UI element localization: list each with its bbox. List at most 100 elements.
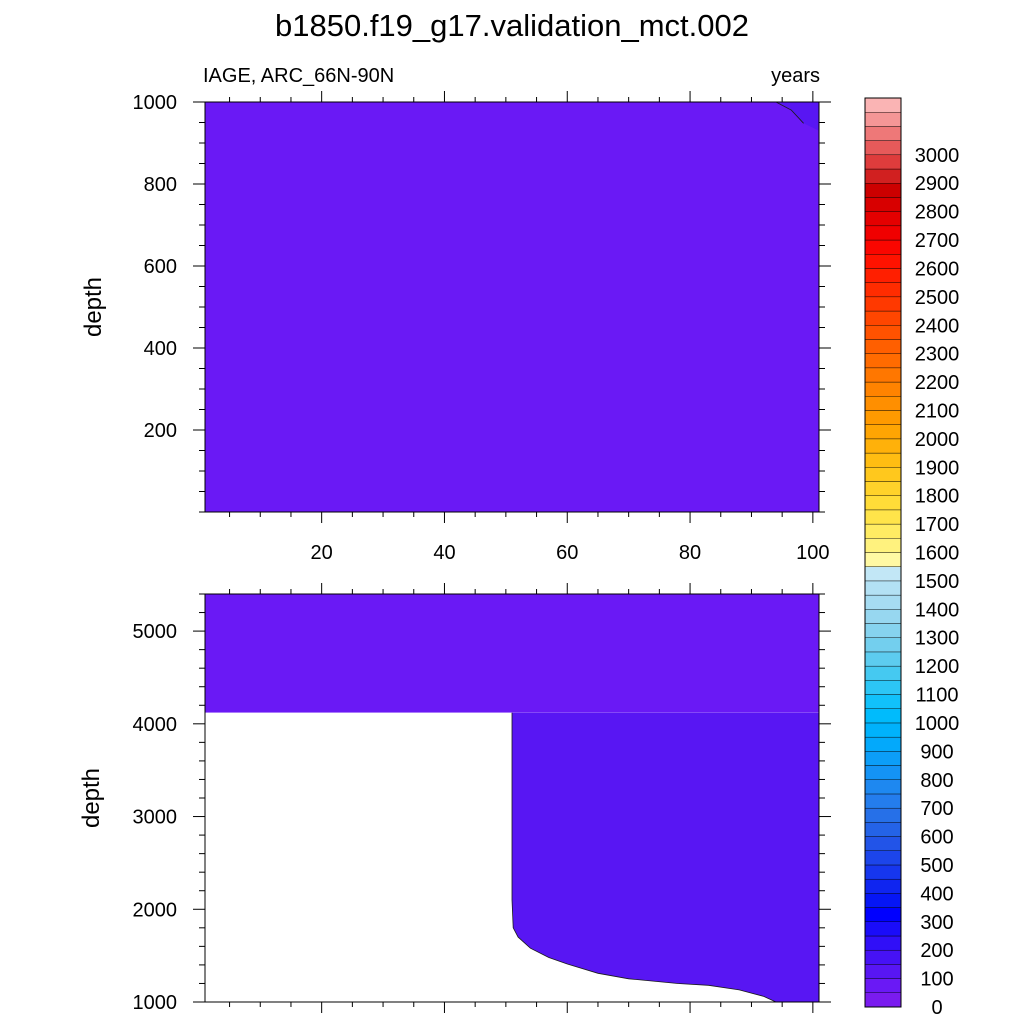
y-tick-label: 5000 — [133, 621, 178, 643]
colorbar-label: 2100 — [915, 400, 960, 422]
colorbar-segment — [864, 566, 902, 582]
colorbar-segment — [864, 793, 902, 809]
colorbar-label: 300 — [920, 912, 953, 934]
colorbar-label: 1900 — [915, 457, 960, 479]
colorbar-label: 2600 — [915, 258, 960, 280]
colorbar-segment — [864, 665, 902, 681]
colorbar-segment — [864, 168, 902, 184]
colorbar-label: 100 — [920, 969, 953, 991]
colorbar-segment — [864, 211, 902, 227]
colorbar-label: 2400 — [915, 315, 960, 337]
x-tick-label: 80 — [679, 542, 701, 564]
colorbar: 0 100 200 300 400 500 600 700 800 900 1000 1100 1200… — [864, 97, 960, 1019]
y-tick-label: 1000 — [133, 992, 178, 1014]
colorbar-segment — [864, 594, 902, 610]
colorbar-segment — [864, 864, 902, 880]
y-axis-label: depth — [78, 768, 105, 828]
colorbar-segment — [864, 807, 902, 823]
colorbar-segment — [864, 296, 902, 312]
y-tick-label: 200 — [144, 420, 177, 442]
chart-title: b1850.f19_g17.validation_mct.002 — [275, 8, 749, 43]
colorbar-label: 1400 — [915, 599, 960, 621]
colorbar-segment — [864, 992, 902, 1008]
y-tick-label: 2000 — [133, 899, 178, 921]
x-tick-label: 100 — [796, 542, 829, 564]
y-tick-label: 4000 — [133, 714, 178, 736]
upper-panel: 20 40 60 80 100 200 400 600 800 1000 depth — [80, 91, 831, 564]
colorbar-segment — [864, 779, 902, 795]
colorbar-segment — [864, 935, 902, 951]
colorbar-segment — [864, 268, 902, 283]
colorbar-label: 600 — [920, 827, 953, 849]
colorbar-segment — [864, 154, 902, 170]
colorbar-segment — [864, 97, 902, 113]
field-fill — [205, 102, 819, 512]
colorbar-segment — [864, 381, 902, 397]
colorbar-segment — [864, 964, 902, 979]
colorbar-segment — [864, 907, 902, 922]
colorbar-segment — [864, 765, 902, 780]
y-tick-label: 800 — [144, 174, 177, 196]
colorbar-label: 2700 — [915, 230, 960, 252]
y-tick-label: 3000 — [133, 807, 178, 829]
colorbar-label: 400 — [920, 883, 953, 905]
colorbar-segment — [864, 680, 902, 695]
colorbar-segment — [864, 751, 902, 766]
colorbar-segment — [864, 140, 902, 156]
colorbar-segment — [864, 651, 902, 667]
colorbar-label: 1700 — [915, 514, 960, 536]
colorbar-segment — [864, 112, 902, 127]
colorbar-label: 2800 — [915, 202, 960, 224]
colorbar-label: 3000 — [915, 145, 960, 167]
contour-region — [512, 712, 819, 1002]
colorbar-label: 900 — [920, 741, 953, 763]
colorbar-label: 2900 — [915, 173, 960, 195]
colorbar-label: 1500 — [915, 571, 960, 593]
colorbar-segment — [864, 949, 902, 965]
colorbar-segment — [864, 736, 902, 752]
y-tick-label: 400 — [144, 338, 177, 360]
colorbar-segment — [864, 424, 902, 440]
y-tick-label: 1000 — [133, 92, 178, 114]
colorbar-segment — [864, 467, 902, 482]
colorbar-label: 2500 — [915, 287, 960, 309]
colorbar-segment — [864, 694, 902, 709]
colorbar-segment — [864, 126, 902, 141]
colorbar-segment — [864, 822, 902, 837]
y-axis-label: depth — [80, 277, 107, 337]
colorbar-label: 1000 — [915, 713, 960, 735]
colorbar-segment — [864, 396, 902, 411]
colorbar-segment — [864, 495, 902, 511]
x-tick-label: 20 — [311, 542, 333, 564]
subtitle-right: years — [771, 65, 820, 87]
field-fill — [205, 594, 819, 713]
colorbar-label: 2300 — [915, 344, 960, 366]
colorbar-label: 1600 — [915, 543, 960, 565]
colorbar-segment — [864, 580, 902, 596]
colorbar-segment — [864, 353, 902, 369]
colorbar-segment — [864, 878, 902, 894]
colorbar-segment — [864, 893, 902, 908]
colorbar-label: 0 — [931, 997, 942, 1019]
contour-line — [511, 712, 777, 1003]
colorbar-label: 1800 — [915, 486, 960, 508]
colorbar-segment — [864, 850, 902, 866]
y-tick-label: 600 — [144, 256, 177, 278]
colorbar-frame — [864, 97, 902, 1008]
colorbar-label: 800 — [920, 770, 953, 792]
colorbar-segment — [864, 836, 902, 851]
colorbar-segment — [864, 509, 902, 525]
colorbar-segment — [864, 239, 902, 255]
colorbar-label: 1200 — [915, 656, 960, 678]
subtitle-left: IAGE, ARC_66N-90N — [203, 65, 394, 87]
colorbar-segment — [864, 225, 902, 241]
colorbar-segment — [864, 410, 902, 425]
colorbar-label: 2000 — [915, 429, 960, 451]
colorbar-segment — [864, 339, 902, 354]
colorbar-segment — [864, 254, 902, 269]
colorbar-segment — [864, 921, 902, 937]
colorbar-segment — [864, 481, 902, 496]
colorbar-segment — [864, 978, 902, 993]
x-tick-label: 60 — [556, 542, 578, 564]
colorbar-label: 1300 — [915, 628, 960, 650]
